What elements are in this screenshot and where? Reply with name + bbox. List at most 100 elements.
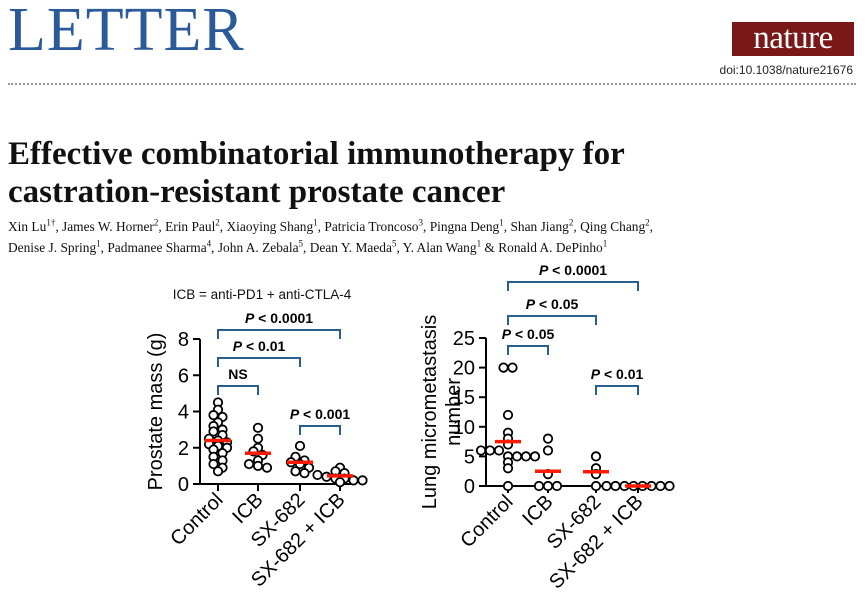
data-point bbox=[294, 440, 306, 452]
author-name: Y. Alan Wang bbox=[402, 240, 477, 255]
x-tick-label: Control bbox=[456, 491, 517, 552]
author-name: John A. Zebala bbox=[217, 240, 299, 255]
significance-bracket bbox=[217, 385, 259, 395]
significance-bracket bbox=[217, 329, 341, 339]
y-tick-label: 8 bbox=[178, 329, 189, 351]
author-affiliation: 1† bbox=[46, 217, 56, 228]
author-name: Xin Lu bbox=[8, 219, 47, 234]
y-tick-label: 0 bbox=[464, 476, 475, 498]
doi-text: doi:10.1038/nature21676 bbox=[719, 63, 853, 77]
significance-label: P < 0.0001 bbox=[245, 310, 313, 326]
data-point bbox=[664, 480, 675, 492]
nature-logo: nature bbox=[732, 22, 854, 56]
data-point bbox=[502, 409, 514, 421]
data-point bbox=[334, 477, 346, 488]
data-point bbox=[601, 480, 612, 492]
paper-title-line: castration-resistant prostate cancer bbox=[8, 174, 506, 210]
data-point bbox=[533, 480, 545, 492]
data-point bbox=[208, 458, 219, 470]
data-point bbox=[502, 463, 514, 474]
significance-bracket bbox=[595, 385, 639, 395]
author-name: Qing Chang bbox=[580, 219, 646, 234]
header-divider bbox=[8, 83, 856, 86]
x-tick-label: ICB bbox=[518, 491, 557, 530]
significance-label: P < 0.01 bbox=[591, 366, 644, 382]
data-point bbox=[290, 466, 301, 477]
y-tick-label: 25 bbox=[453, 328, 475, 350]
y-axis-label: number bbox=[443, 378, 465, 446]
significance-bracket bbox=[507, 345, 549, 355]
author-affiliation: 5 bbox=[391, 238, 397, 249]
significance-bracket bbox=[507, 281, 639, 291]
data-point bbox=[590, 451, 602, 462]
data-point bbox=[542, 480, 554, 492]
y-tick-label: 4 bbox=[178, 402, 189, 424]
data-point bbox=[299, 468, 310, 479]
data-point bbox=[529, 451, 541, 462]
y-axis-label: Prostate mass (g) bbox=[145, 333, 167, 491]
y-tick-label: 5 bbox=[464, 446, 475, 468]
data-point bbox=[208, 426, 219, 437]
author-list: Xin Lu1†, James W. Horner2, Erin Paul2, … bbox=[8, 217, 654, 255]
y-tick-label: 20 bbox=[453, 358, 475, 380]
author-name: Denise J. Spring bbox=[8, 240, 97, 255]
y-tick-label: 15 bbox=[453, 387, 475, 409]
data-point bbox=[520, 451, 532, 462]
author-affiliation: 1 bbox=[96, 238, 101, 249]
prostate-mass-chart: ICB = anti-PD1 + anti-CTLA-4 0 2 4 6 8 Prostat… bbox=[145, 287, 368, 591]
data-point bbox=[507, 362, 518, 373]
author-affiliation: 2 bbox=[568, 217, 574, 228]
data-point bbox=[312, 469, 323, 481]
y-tick-label: 2 bbox=[178, 438, 189, 460]
data-point bbox=[542, 445, 554, 456]
author-name: Xiaoying Shang bbox=[226, 219, 314, 234]
significance-label: P < 0.05 bbox=[526, 296, 579, 312]
data-point bbox=[208, 410, 219, 421]
data-point bbox=[590, 480, 602, 492]
significance-label: P < 0.01 bbox=[233, 338, 286, 354]
y-tick-label: 10 bbox=[453, 417, 475, 439]
data-point bbox=[542, 433, 554, 444]
y-tick-label: 0 bbox=[178, 474, 189, 496]
author-affiliation: 2 bbox=[645, 217, 650, 228]
data-point bbox=[484, 445, 496, 456]
section-header: LETTER bbox=[8, 0, 245, 64]
data-point bbox=[655, 480, 666, 492]
data-point bbox=[511, 451, 523, 462]
author-name: Erin Paul bbox=[165, 219, 216, 234]
chart-title: ICB = anti-PD1 + anti-CTLA-4 bbox=[173, 287, 352, 302]
data-point bbox=[502, 480, 514, 492]
data-point bbox=[610, 480, 621, 492]
author-name: Ronald A. DePinho bbox=[498, 240, 603, 255]
author-affiliation: 3 bbox=[418, 217, 423, 228]
data-point bbox=[252, 433, 264, 444]
author-affiliation: 2 bbox=[153, 217, 159, 228]
y-tick-label: 6 bbox=[178, 365, 189, 387]
author-affiliation: 4 bbox=[206, 238, 212, 249]
author-name: Shan Jiang bbox=[510, 219, 569, 234]
data-point bbox=[551, 480, 563, 492]
data-point bbox=[252, 460, 264, 471]
paper-title-line: Effective combinatorial immunotherapy fo… bbox=[8, 136, 625, 172]
author-name: Padmanee Sharma bbox=[107, 240, 207, 255]
y-axis-label: Lung micrometastasis bbox=[420, 315, 441, 510]
data-point bbox=[212, 466, 224, 477]
paper-title: Effective combinatorial immunotherapy fo… bbox=[8, 135, 853, 211]
data-point bbox=[475, 445, 487, 456]
author-affiliation: 1 bbox=[499, 217, 504, 228]
significance-label: P < 0.05 bbox=[502, 326, 555, 342]
author-affiliation: 1 bbox=[602, 238, 608, 249]
author-name: Dean Y. Maeda bbox=[309, 240, 392, 255]
author-affiliation: 1 bbox=[476, 238, 482, 249]
figure: ICB = anti-PD1 + anti-CTLA-4 0 2 4 6 8 Prostat… bbox=[0, 260, 865, 608]
data-point bbox=[261, 462, 273, 473]
author-affiliation: 5 bbox=[298, 238, 304, 249]
significance-label: P < 0.0001 bbox=[539, 262, 607, 278]
data-point bbox=[498, 362, 509, 373]
significance-bracket bbox=[507, 315, 597, 325]
x-tick-label: Control bbox=[166, 489, 227, 550]
lung-metastasis-chart: 0 5 10 15 20 25 Lung micrometastasis number Cont… bbox=[420, 262, 675, 593]
author-name: Patricia Troncoso bbox=[324, 219, 419, 234]
data-point bbox=[252, 422, 264, 433]
significance-bracket bbox=[217, 357, 301, 367]
